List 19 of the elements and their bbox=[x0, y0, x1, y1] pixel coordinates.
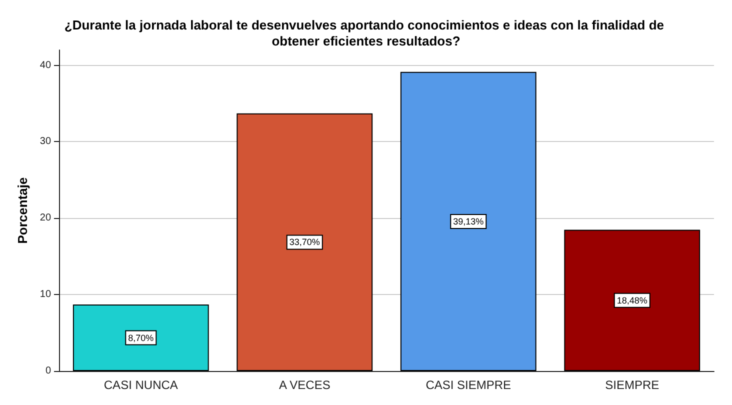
x-tick-label: A VECES bbox=[278, 378, 330, 392]
y-tick-label: 10 bbox=[40, 289, 52, 300]
chart-title: ¿Durante la jornada laboral te desenvuelves aportando conocimientos e ideas con la finalidad de obtener eficientes resultados? bbox=[64, 18, 668, 48]
y-tick-label: 40 bbox=[40, 60, 52, 71]
bar bbox=[236, 113, 373, 371]
bar bbox=[564, 230, 700, 371]
x-tick-label: SIEMPRE bbox=[605, 378, 660, 392]
data-label: 33,70% bbox=[289, 237, 320, 248]
bar bbox=[400, 72, 536, 371]
y-axis-title: Porcentaje bbox=[15, 177, 30, 244]
bar bbox=[72, 304, 209, 371]
data-label: 18,48% bbox=[616, 295, 648, 306]
data-label: 8,70% bbox=[128, 332, 154, 343]
data-label: 39,13% bbox=[453, 216, 484, 226]
y-tick-label: 20 bbox=[40, 212, 52, 224]
y-tick-label: 30 bbox=[40, 136, 52, 148]
x-tick-label: CASI NUNCA bbox=[104, 378, 178, 392]
x-tick-label: CASI SIEMPRE bbox=[426, 378, 512, 392]
y-tick-label: 0 bbox=[45, 366, 52, 376]
